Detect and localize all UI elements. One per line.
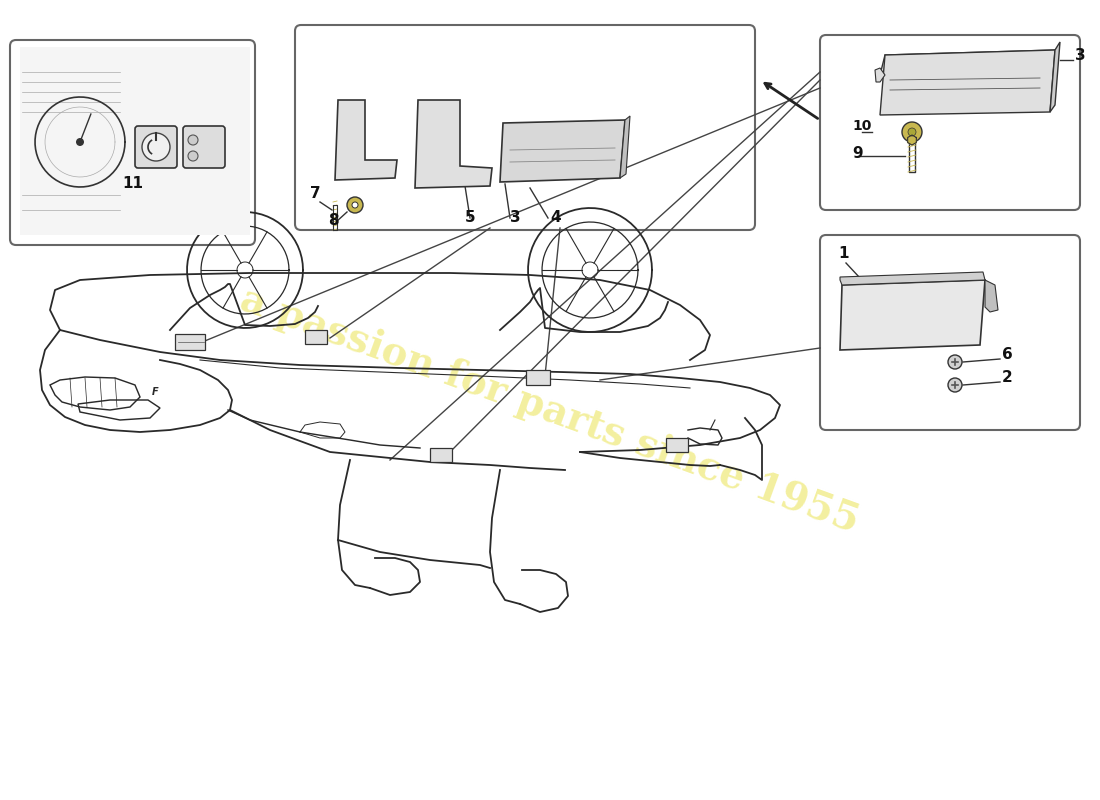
Text: 3: 3 [1075, 48, 1086, 63]
Circle shape [142, 133, 170, 161]
Text: 10: 10 [852, 119, 871, 133]
Bar [20, 47, 250, 235]
Circle shape [948, 378, 962, 392]
Circle shape [188, 135, 198, 145]
Text: 6: 6 [1002, 347, 1013, 362]
FancyBboxPatch shape [10, 40, 255, 245]
Circle shape [352, 202, 358, 208]
FancyBboxPatch shape [183, 126, 226, 168]
Polygon shape [880, 50, 1055, 115]
Text: 7: 7 [310, 186, 320, 201]
Text: 3: 3 [510, 210, 520, 225]
Bar [175, 334, 205, 350]
Polygon shape [1050, 42, 1060, 112]
Text: F: F [152, 387, 158, 397]
Bar [305, 330, 327, 344]
Polygon shape [336, 100, 397, 180]
Circle shape [902, 122, 922, 142]
Polygon shape [908, 135, 916, 145]
Circle shape [188, 151, 198, 161]
Circle shape [76, 138, 84, 146]
Text: 5: 5 [465, 210, 475, 225]
FancyBboxPatch shape [295, 25, 755, 230]
Polygon shape [874, 68, 886, 82]
Text: 2: 2 [1002, 370, 1013, 385]
Text: 4: 4 [550, 210, 561, 225]
Polygon shape [840, 272, 984, 285]
Polygon shape [620, 116, 630, 178]
Polygon shape [880, 50, 1055, 75]
Polygon shape [500, 120, 625, 182]
Bar [526, 370, 550, 385]
Bar [666, 438, 688, 452]
Circle shape [346, 197, 363, 213]
Circle shape [948, 355, 962, 369]
Text: 1: 1 [838, 246, 848, 261]
Polygon shape [984, 280, 998, 312]
Text: 8: 8 [328, 213, 339, 228]
Text: 11: 11 [122, 176, 143, 191]
FancyBboxPatch shape [820, 235, 1080, 430]
Bar [430, 448, 452, 462]
FancyBboxPatch shape [820, 35, 1080, 210]
Text: a passion for parts since 1955: a passion for parts since 1955 [235, 280, 865, 540]
Polygon shape [415, 100, 492, 188]
Circle shape [908, 128, 916, 136]
Text: 9: 9 [852, 146, 862, 161]
Polygon shape [840, 280, 984, 350]
FancyBboxPatch shape [135, 126, 177, 168]
